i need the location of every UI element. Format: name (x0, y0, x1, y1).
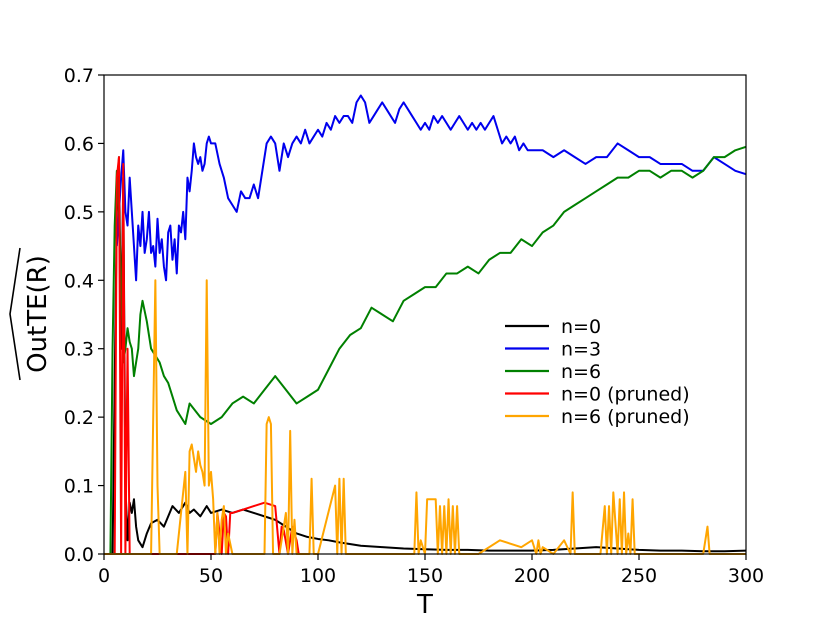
legend-label-1: n=0 (561, 316, 601, 338)
x-tick-label: 200 (514, 565, 550, 587)
series-line-3 (109, 145, 747, 555)
x-tick-label: 100 (300, 565, 336, 587)
legend-label-2: n=3 (561, 339, 601, 361)
y-tick-label: 0.4 (64, 270, 94, 292)
x-tick-label: 250 (621, 565, 657, 587)
y-tick-label: 0.3 (64, 339, 94, 361)
ticks-layer: 0 50 100 150 200 250 300 0.0 0.1 0.2 0.3 0.4 0.5 0.6 0… (64, 65, 764, 587)
y-tick-label: 0.1 (64, 476, 94, 498)
y-tick-label: 0.7 (64, 65, 94, 87)
series-line-2 (115, 94, 747, 282)
x-tick-label: 300 (728, 565, 764, 587)
series-layer (104, 94, 747, 555)
x-tick-label: 50 (199, 565, 223, 587)
x-tick-label: 150 (407, 565, 443, 587)
y-tick-label: 0.5 (64, 202, 94, 224)
legend-label-4: n=0 (pruned) (561, 384, 690, 406)
plot-frame (103, 74, 747, 555)
y-tick-label: 0.2 (64, 407, 94, 429)
legend-label-3: n=6 (561, 361, 601, 383)
x-axis-title: T (416, 590, 433, 620)
legend-label-5: n=6 (pruned) (561, 406, 690, 428)
x-tick-label: 0 (98, 565, 110, 587)
y-axis-title-hat (9, 247, 21, 381)
y-axis-title: OutTE(R) (23, 255, 53, 373)
series-line-5 (104, 279, 746, 555)
y-tick-label: 0.6 (64, 133, 94, 155)
y-axis-title-group: OutTE(R) (9, 247, 53, 381)
series-line-1 (104, 156, 747, 555)
series-line-4 (113, 156, 301, 555)
y-tick-label: 0.0 (64, 544, 94, 566)
legend: n=0n=3n=6n=0 (pruned)n=6 (pruned) (505, 316, 690, 428)
